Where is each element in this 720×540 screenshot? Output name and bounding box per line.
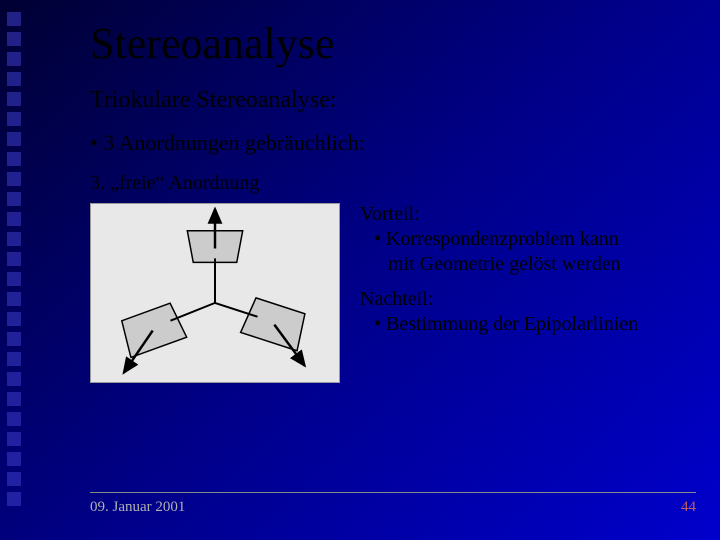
- sidebar-square: [7, 352, 21, 366]
- sidebar-square: [7, 332, 21, 346]
- sidebar-square: [7, 292, 21, 306]
- bullet-arrangements: • 3 Anordnungen gebräuchlich:: [90, 130, 700, 156]
- sidebar-square: [7, 192, 21, 206]
- footer-date: 09. Januar 2001: [90, 499, 185, 516]
- decorative-sidebar: [0, 0, 28, 540]
- triocular-diagram: [90, 203, 340, 383]
- sidebar-square: [7, 72, 21, 86]
- advantage-heading: Vorteil:: [360, 203, 700, 226]
- slide-footer: 09. Januar 2001 44: [90, 492, 696, 516]
- slide-subtitle: Triokulare Stereoanalyse:: [90, 87, 700, 114]
- sidebar-square: [7, 272, 21, 286]
- sidebar-square: [7, 492, 21, 506]
- slide-content: Stereoanalyse Triokulare Stereoanalyse: …: [90, 18, 700, 383]
- disadvantage-line1: • Bestimmung der Epipolarlinien: [360, 313, 700, 336]
- content-row: Vorteil: • Korrespondenzproblem kann mit…: [90, 203, 700, 383]
- sidebar-square: [7, 92, 21, 106]
- sidebar-square: [7, 412, 21, 426]
- sidebar-square: [7, 52, 21, 66]
- sidebar-square: [7, 152, 21, 166]
- sidebar-square: [7, 452, 21, 466]
- sidebar-square: [7, 472, 21, 486]
- sidebar-square: [7, 112, 21, 126]
- sidebar-square: [7, 392, 21, 406]
- footer-page-number: 44: [681, 499, 696, 516]
- sidebar-square: [7, 172, 21, 186]
- sidebar-square: [7, 132, 21, 146]
- sidebar-square: [7, 212, 21, 226]
- advantage-line1: • Korrespondenzproblem kann: [360, 228, 700, 251]
- sidebar-square: [7, 252, 21, 266]
- slide-title: Stereoanalyse: [90, 18, 700, 69]
- sidebar-square: [7, 432, 21, 446]
- sidebar-square: [7, 372, 21, 386]
- sidebar-square: [7, 12, 21, 26]
- sidebar-square: [7, 32, 21, 46]
- sidebar-square: [7, 312, 21, 326]
- item-free-arrangement: 3. „freie“ Anordnung: [90, 172, 700, 195]
- sidebar-square: [7, 232, 21, 246]
- disadvantage-heading: Nachteil:: [360, 288, 700, 311]
- advantage-line2: mit Geometrie gelöst werden: [360, 253, 700, 276]
- text-column: Vorteil: • Korrespondenzproblem kann mit…: [360, 203, 700, 336]
